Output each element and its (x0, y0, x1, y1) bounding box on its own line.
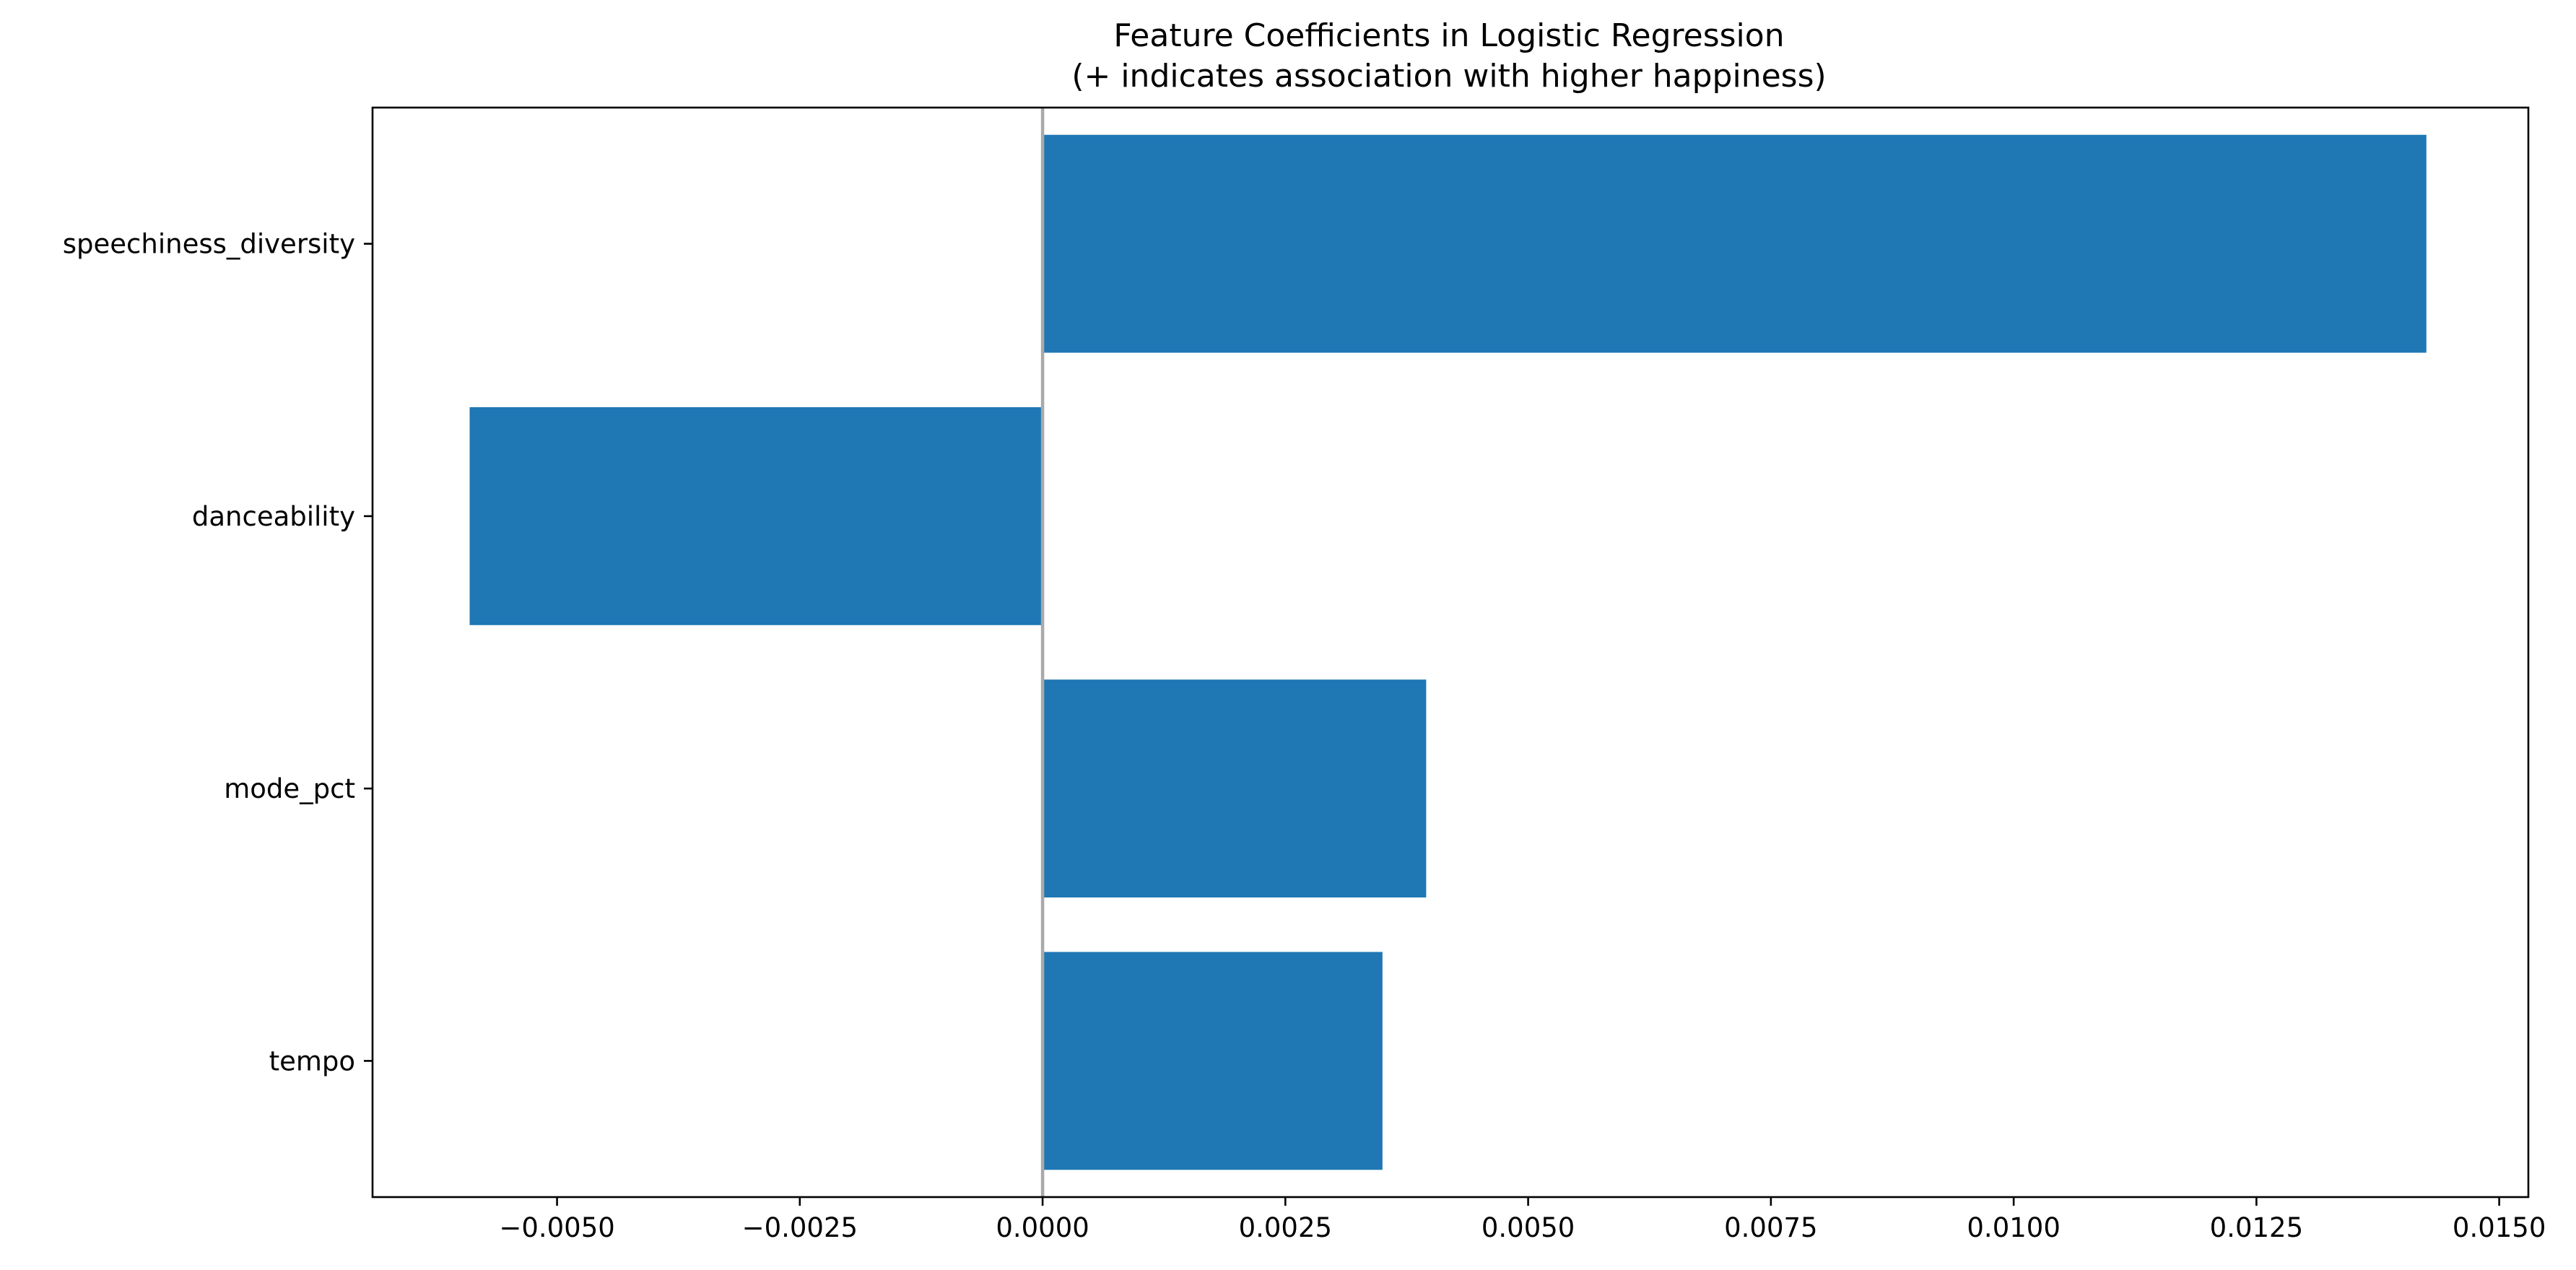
y-tick-label: tempo (269, 1045, 355, 1077)
bar-mode-pct (1043, 679, 1427, 898)
y-tick-label: speechiness_diversity (63, 229, 355, 260)
x-tick-label: 0.0100 (1967, 1212, 2060, 1243)
bar-tempo (1043, 952, 1383, 1170)
chart-title: Feature Coefficients in Logistic Regress… (1113, 17, 1784, 54)
bar-speechiness-diversity (1043, 134, 2427, 353)
plot-frame (371, 106, 2530, 1199)
x-tick-label: 0.0025 (1239, 1212, 1332, 1243)
x-tick-label: 0.0050 (1481, 1212, 1575, 1243)
y-tick-label: mode_pct (224, 773, 355, 804)
bars-layer (469, 134, 2427, 1170)
x-tick-label: 0.0000 (996, 1212, 1089, 1243)
x-tick-label: 0.0075 (1724, 1212, 1817, 1243)
x-tick-label: −0.0025 (742, 1212, 858, 1243)
x-tick-label: 0.0125 (2210, 1212, 2303, 1243)
bar-danceability (469, 406, 1043, 625)
x-tick-label: 0.0150 (2453, 1212, 2546, 1243)
chart-subtitle: (+ indicates association with higher hap… (1071, 58, 1826, 95)
x-tick-label: −0.0050 (499, 1212, 614, 1243)
y-axis: speechiness_diversity danceability mode_pc… (63, 229, 373, 1077)
x-axis: −0.0050 −0.0025 0.0000 0.0025 0.0050 0.0075 0.… (499, 1197, 2546, 1243)
y-tick-label: danceability (192, 501, 355, 532)
